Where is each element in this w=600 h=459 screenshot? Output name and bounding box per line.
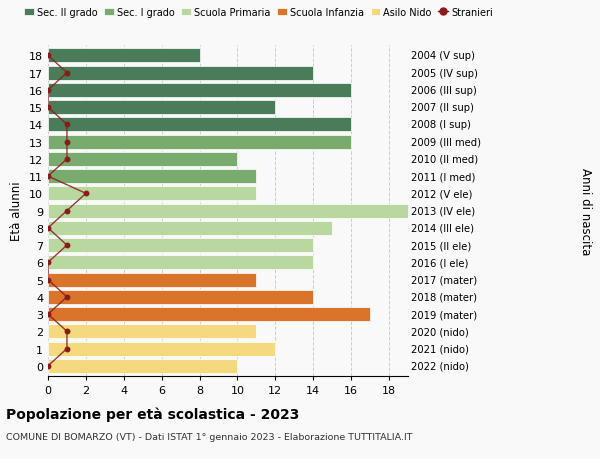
Point: [43, 259, 53, 266]
Point: [62, 70, 72, 77]
Text: 2020 (nido): 2020 (nido): [411, 327, 469, 336]
Text: 2018 (mater): 2018 (mater): [411, 292, 477, 302]
Point: [62, 207, 72, 215]
Bar: [48, 273, 256, 287]
Point: [43, 311, 53, 318]
Text: 2019 (mater): 2019 (mater): [411, 309, 477, 319]
Point: [62, 294, 72, 301]
Bar: [48, 204, 408, 218]
Bar: [48, 239, 313, 252]
Text: 2015 (II ele): 2015 (II ele): [411, 241, 471, 251]
Point: [43, 276, 53, 284]
Bar: [48, 49, 200, 63]
Point: [62, 242, 72, 249]
Text: COMUNE DI BOMARZO (VT) - Dati ISTAT 1° gennaio 2023 - Elaborazione TUTTITALIA.IT: COMUNE DI BOMARZO (VT) - Dati ISTAT 1° g…: [6, 432, 413, 442]
Bar: [48, 290, 313, 304]
Text: Anni di nascita: Anni di nascita: [578, 168, 592, 255]
Text: 2013 (IV ele): 2013 (IV ele): [411, 206, 475, 216]
Text: 2006 (III sup): 2006 (III sup): [411, 86, 477, 95]
Bar: [48, 118, 351, 132]
Text: 2022 (nido): 2022 (nido): [411, 361, 469, 371]
Text: 2021 (nido): 2021 (nido): [411, 344, 469, 354]
Y-axis label: Età alunni: Età alunni: [10, 181, 23, 241]
Bar: [48, 101, 275, 115]
Bar: [48, 342, 275, 356]
Text: 2009 (III med): 2009 (III med): [411, 137, 481, 147]
Text: 2014 (III ele): 2014 (III ele): [411, 224, 474, 233]
Point: [62, 156, 72, 163]
Bar: [48, 135, 351, 149]
Point: [62, 345, 72, 353]
Point: [43, 225, 53, 232]
Bar: [48, 67, 313, 80]
Point: [81, 190, 91, 197]
Text: 2016 (I ele): 2016 (I ele): [411, 258, 469, 268]
Bar: [48, 187, 256, 201]
Bar: [48, 359, 238, 373]
Bar: [48, 84, 351, 97]
Bar: [48, 256, 313, 270]
Text: 2011 (I med): 2011 (I med): [411, 172, 475, 182]
Text: 2017 (mater): 2017 (mater): [411, 275, 477, 285]
Point: [62, 139, 72, 146]
Point: [43, 52, 53, 60]
Point: [43, 363, 53, 370]
Bar: [48, 325, 256, 339]
Point: [62, 121, 72, 129]
Point: [62, 328, 72, 335]
Bar: [48, 152, 238, 166]
Point: [43, 173, 53, 180]
Point: [43, 104, 53, 112]
Bar: [48, 222, 332, 235]
Bar: [48, 170, 256, 184]
Bar: [48, 308, 370, 321]
Text: 2008 (I sup): 2008 (I sup): [411, 120, 471, 130]
Text: 2004 (V sup): 2004 (V sup): [411, 51, 475, 61]
Text: Popolazione per età scolastica - 2023: Popolazione per età scolastica - 2023: [6, 406, 299, 421]
Text: 2007 (II sup): 2007 (II sup): [411, 103, 474, 113]
Text: 2010 (II med): 2010 (II med): [411, 155, 478, 164]
Text: 2005 (IV sup): 2005 (IV sup): [411, 68, 478, 78]
Point: [43, 87, 53, 95]
Legend: Sec. II grado, Sec. I grado, Scuola Primaria, Scuola Infanzia, Asilo Nido, Stran: Sec. II grado, Sec. I grado, Scuola Prim…: [24, 8, 493, 18]
Text: 2012 (V ele): 2012 (V ele): [411, 189, 472, 199]
